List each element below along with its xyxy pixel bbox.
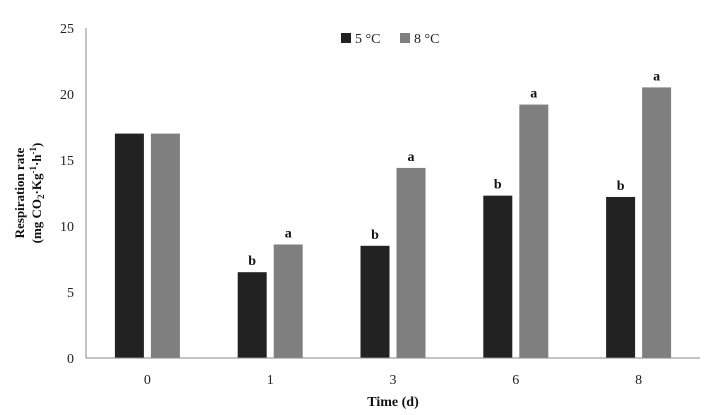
legend-label-8c: 8 °C [414, 32, 439, 47]
legend-swatch-5c [341, 33, 351, 43]
x-tick-label: 1 [267, 373, 274, 388]
bar [642, 87, 672, 359]
y-axis-label-line2: (mg CO2·Kg-1·h-1) [28, 143, 46, 244]
bar [150, 133, 180, 358]
bar [519, 104, 549, 358]
significance-label: b [248, 254, 256, 269]
x-tick-labels: 0 1 3 6 8 [144, 373, 642, 388]
bar [114, 133, 144, 358]
x-tick-label: 0 [144, 373, 151, 388]
x-tick-label: 3 [390, 373, 397, 388]
legend-swatch-8c [400, 33, 410, 43]
bar [483, 195, 513, 358]
significance-labels: b a b a b a b a [248, 69, 660, 269]
legend-label-5c: 5 °C [355, 32, 380, 47]
bar [273, 244, 303, 358]
y-tick-label: 10 [60, 220, 74, 235]
significance-label: a [653, 69, 660, 84]
y-tick-label: 0 [67, 352, 74, 367]
significance-label: a [408, 150, 415, 165]
y-tick-label: 15 [60, 154, 74, 169]
y-axis-label-line1: Respiration rate [12, 147, 27, 238]
y-tick-labels: 0 5 10 15 20 25 [60, 22, 74, 367]
significance-label: a [530, 87, 537, 102]
y-axis-label: Respiration rate (mg CO2·Kg-1·h-1) [12, 143, 46, 244]
significance-label: a [285, 226, 292, 241]
bar [396, 167, 426, 358]
y-tick-label: 25 [60, 22, 74, 37]
x-tick-label: 6 [512, 373, 519, 388]
bar [606, 196, 636, 358]
significance-label: b [494, 178, 502, 193]
x-axis-label: Time (d) [367, 395, 419, 410]
significance-label: b [617, 179, 625, 194]
legend: 5 °C 8 °C [341, 32, 439, 47]
y-tick-label: 20 [60, 88, 74, 103]
x-tick-label: 8 [635, 373, 642, 388]
significance-label: b [371, 228, 379, 243]
bars [114, 87, 672, 359]
bar [237, 272, 267, 358]
y-tick-label: 5 [67, 286, 74, 301]
bar [360, 245, 390, 358]
